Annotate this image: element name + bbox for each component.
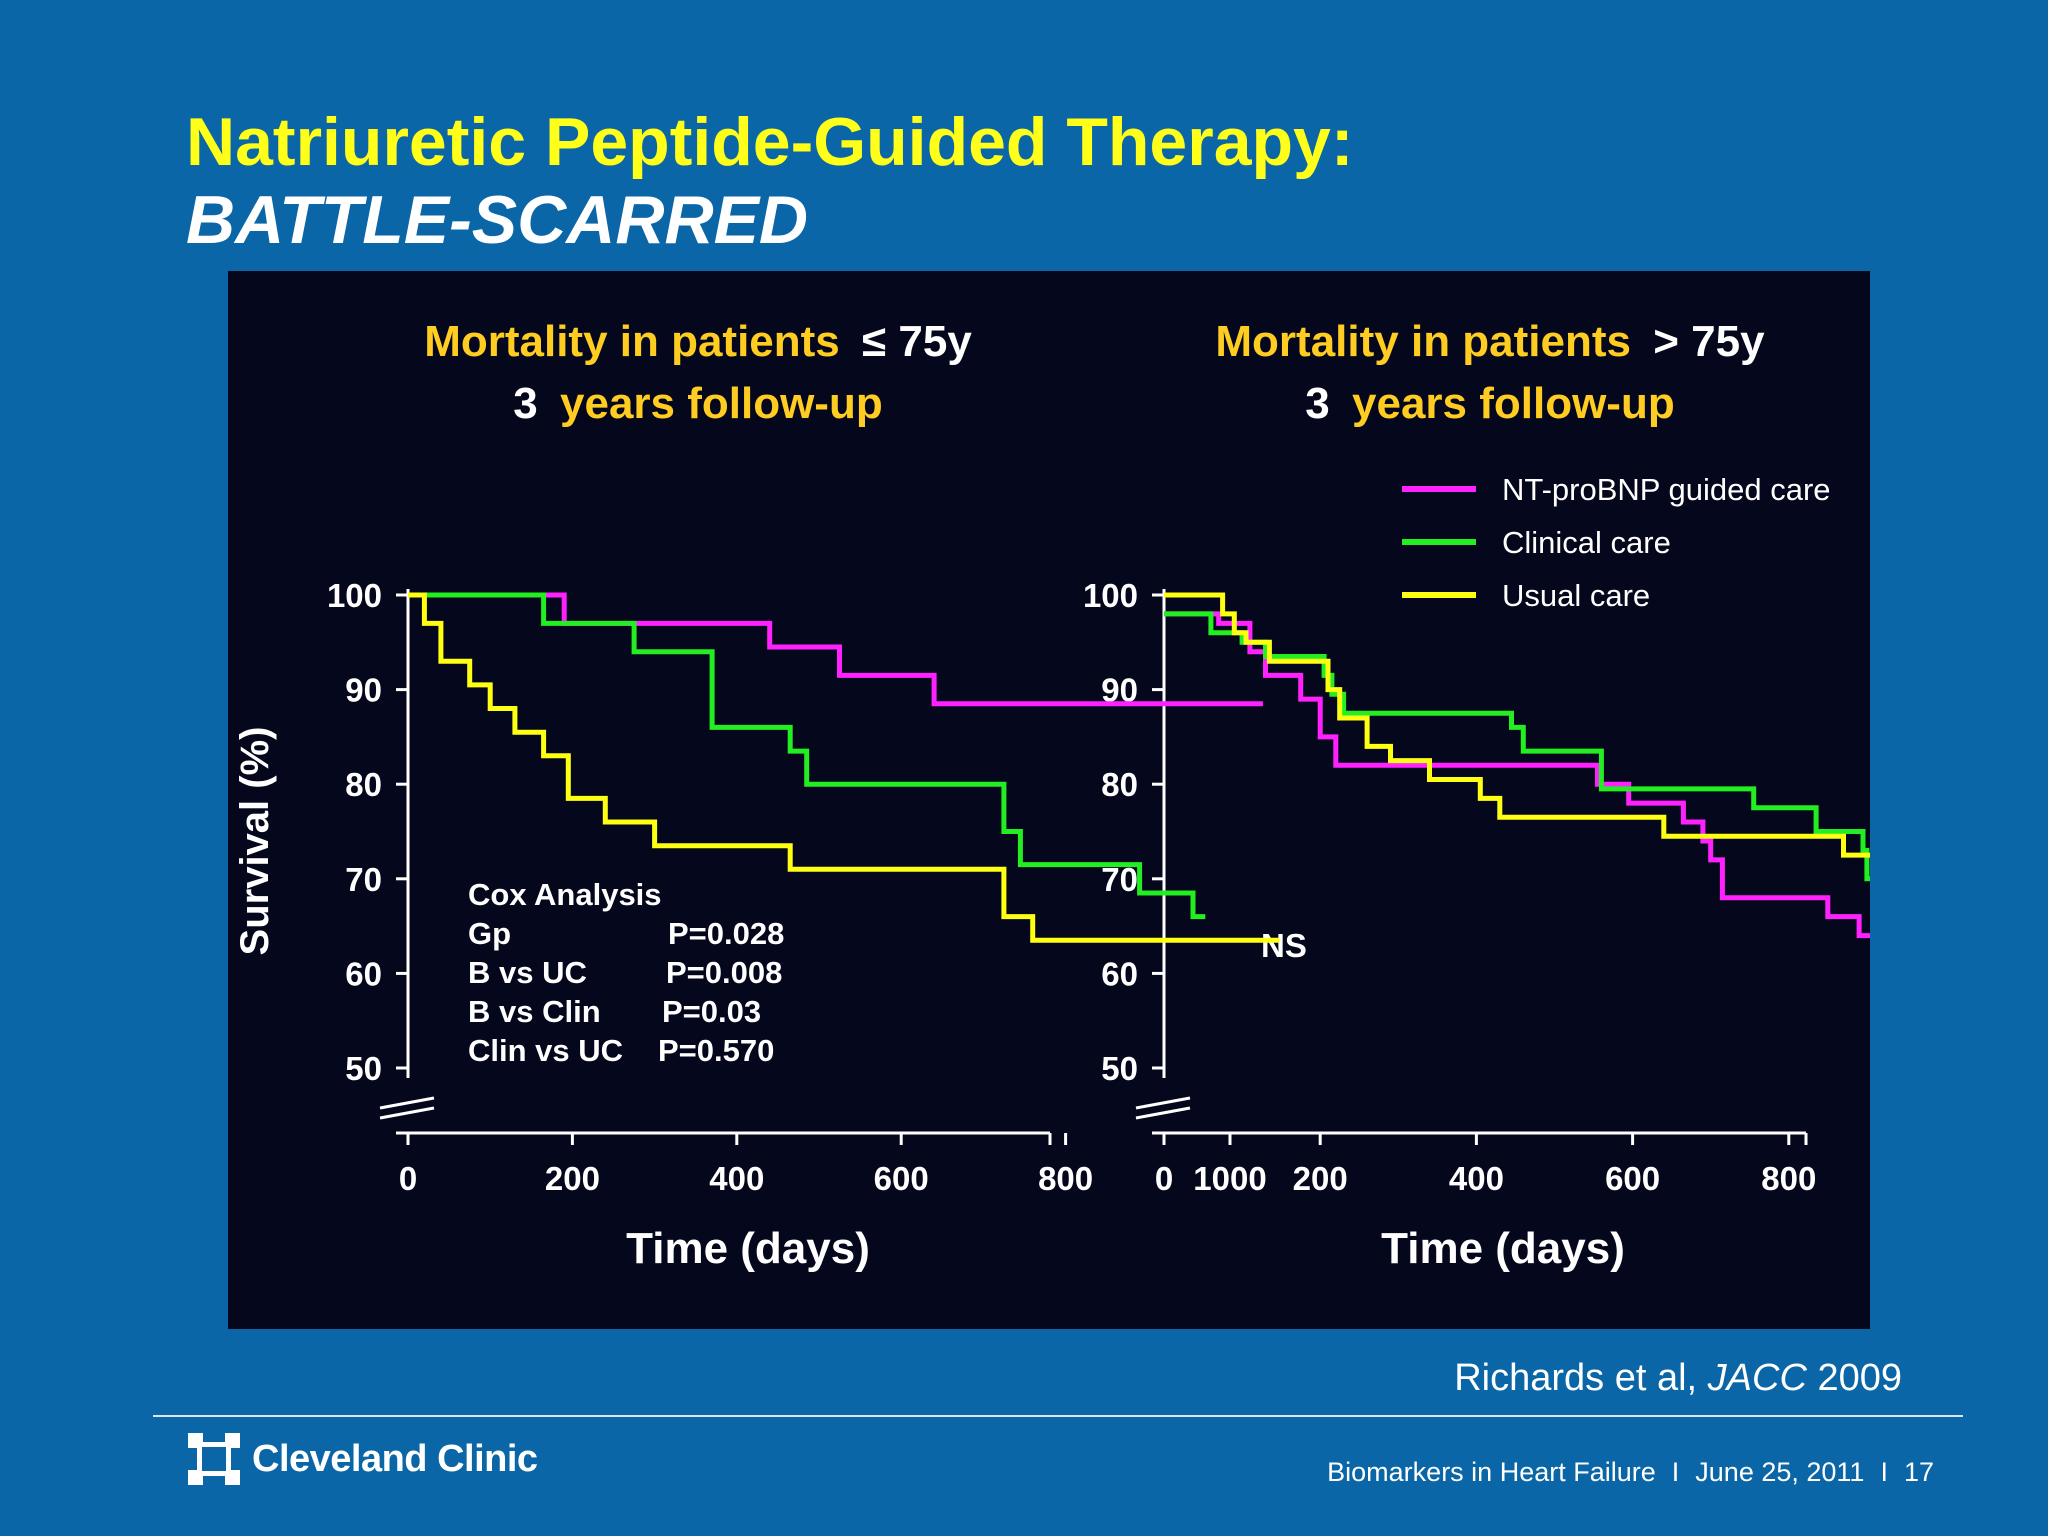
footer-separator: I [1671, 1457, 1680, 1487]
series-line-nt-probnp [1164, 611, 1870, 939]
x-tick-label: 400 [1449, 1160, 1504, 1197]
footer-separator: I [1880, 1457, 1888, 1487]
y-tick-label: 80 [1101, 766, 1138, 803]
y-tick-label: 60 [345, 955, 382, 992]
footer-title: Biomarkers in Heart Failure [1327, 1457, 1656, 1487]
x-tick-label: 200 [545, 1160, 600, 1197]
left-xlabel: Time (days) [626, 1224, 870, 1273]
y-tick-label: 70 [345, 861, 382, 898]
slide-title: Natriuretic Peptide-Guided Therapy: [186, 104, 1354, 180]
cox-row-value: P=0.570 [658, 1033, 774, 1068]
legend-label-clinical: Clinical care [1502, 525, 1671, 560]
y-tick-label: 50 [345, 1050, 382, 1087]
right-title-line1-highlight: Mortality in patients [1215, 317, 1631, 366]
y-tick-label: 100 [1083, 577, 1138, 614]
figure-panel: Mortality in patients ≤ 75y 3 years foll… [228, 271, 1870, 1329]
cox-row-value: P=0.008 [666, 955, 782, 990]
cox-row-label: B vs UC [468, 955, 587, 990]
x-tick-label: 0 [399, 1160, 417, 1197]
cleveland-clinic-logo-icon [188, 1433, 240, 1485]
x-tick-label: 200 [1293, 1160, 1348, 1197]
series-line-usual [1164, 592, 1870, 858]
y-tick-label: 60 [1101, 955, 1138, 992]
right-xlabel: Time (days) [1381, 1224, 1625, 1273]
y-tick-label: 100 [327, 577, 382, 614]
right-title-line1-rest: > 75y [1653, 317, 1765, 366]
footer-date: June 25, 2011 [1695, 1457, 1865, 1487]
x-tick-label: 1000 [1193, 1160, 1266, 1197]
svg-text:Mortality in patients >: Mortality in patients > 75y [1215, 317, 1765, 366]
footer: Biomarkers in Heart Failure I June 25, 201… [1327, 1457, 1934, 1488]
footer-divider [153, 1415, 1963, 1417]
x-tick-label: 400 [709, 1160, 764, 1197]
legend-label-usual: Usual care [1502, 578, 1650, 613]
svg-text:3 years follow-up: 3 years follow-up [1305, 379, 1674, 428]
axis-break-mark [379, 1106, 435, 1120]
y-tick-label: 80 [345, 766, 382, 803]
y-tick-label: 50 [1101, 1050, 1138, 1087]
left-title-line2-highlight: years follow-up [560, 379, 883, 428]
x-tick-label: 800 [1761, 1160, 1816, 1197]
axis-break-mark [1135, 1096, 1191, 1110]
cox-row-value: P=0.028 [668, 916, 784, 951]
x-tick-label: 600 [1605, 1160, 1660, 1197]
axis-break-mark [1135, 1106, 1191, 1120]
left-ylabel: Survival (%) [233, 727, 277, 956]
citation-year: 2009 [1817, 1357, 1902, 1399]
svg-text:Mortality in patients ≤: Mortality in patients ≤ 75y [424, 317, 972, 366]
cox-analysis-box: Cox Analysis Gp P=0.028 B vs UC P=0.008 … [468, 877, 784, 1068]
cox-row-label: B vs Clin [468, 994, 601, 1029]
citation: Richards et al, JACC 2009 [1454, 1357, 1902, 1400]
x-tick-label: 800 [1038, 1160, 1093, 1197]
legend: NT-proBNP guided care Clinical care Usua… [1402, 472, 1831, 613]
logo-text: Cleveland Clinic [252, 1437, 538, 1480]
left-title-line1-highlight: Mortality in patients [424, 317, 840, 366]
right-title-line2-prefix: 3 [1305, 379, 1329, 428]
cox-row-label: Gp [468, 916, 511, 951]
legend-label-nt-probnp: NT-proBNP guided care [1502, 472, 1831, 507]
series-line-nt-probnp [408, 592, 1263, 707]
x-tick-label: 600 [874, 1160, 929, 1197]
slide-subtitle: BATTLE-SCARRED [186, 182, 809, 258]
cleveland-clinic-logo: Cleveland Clinic [188, 1433, 538, 1485]
cox-row-value: P=0.03 [662, 994, 761, 1029]
series-line-clinical [1164, 611, 1870, 882]
cox-row-label: Clin vs UC [468, 1033, 623, 1068]
right-title-line2-highlight: years follow-up [1352, 379, 1675, 428]
survival-charts: Mortality in patients ≤ 75y 3 years foll… [233, 317, 1870, 1273]
left-title-line1-rest: ≤ 75y [862, 317, 972, 366]
page-number: 17 [1903, 1457, 1934, 1487]
x-tick-label: 0 [1155, 1160, 1173, 1197]
cox-analysis-title: Cox Analysis [468, 877, 662, 912]
svg-text:3 years follow-up: 3 years follow-up [513, 379, 882, 428]
y-tick-label: 90 [345, 672, 382, 709]
citation-journal: JACC [1707, 1357, 1807, 1399]
series-line-clinical [408, 592, 1206, 920]
citation-authors: Richards et al, [1454, 1357, 1698, 1399]
series-line-usual [408, 592, 1280, 943]
left-title-line2-prefix: 3 [513, 379, 537, 428]
ns-annotation: NS [1261, 927, 1307, 964]
axis-break-mark [379, 1096, 435, 1110]
